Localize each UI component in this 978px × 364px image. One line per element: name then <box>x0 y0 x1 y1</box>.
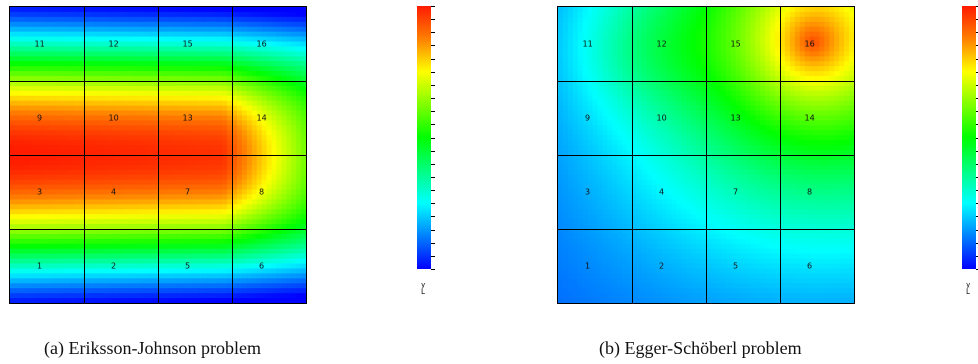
colorbar-tick <box>431 229 435 231</box>
field-a <box>10 7 306 303</box>
cell-label: 14 <box>804 113 815 123</box>
colorbar-tick <box>431 58 435 60</box>
cell-label: 12 <box>656 39 667 49</box>
cell-label: 3 <box>585 187 591 197</box>
colorbar-a <box>417 6 431 269</box>
colorbar-tick <box>976 19 978 21</box>
colorbar-tick <box>976 229 978 231</box>
colorbar-tick <box>431 6 435 7</box>
grid-line-horizontal <box>10 229 306 230</box>
cell-label: 13 <box>730 113 741 123</box>
colorbar-tick <box>976 98 978 100</box>
colorbar-tick <box>431 111 435 113</box>
colorbar-tick <box>976 45 978 47</box>
cell-label: 13 <box>182 113 193 123</box>
colorbar-tick <box>431 45 435 47</box>
cell-label: 15 <box>730 39 741 49</box>
cell-label: 4 <box>111 187 117 197</box>
colorbar-tick <box>976 203 978 205</box>
cell-label: 7 <box>185 187 191 197</box>
cell-label: 5 <box>185 261 191 271</box>
colorbar-tick <box>976 71 978 73</box>
colorbar-tick <box>431 176 435 178</box>
grid-line-vertical <box>780 7 781 303</box>
cell-label: 6 <box>259 261 265 271</box>
colorbar-tick <box>431 203 435 205</box>
colorbar-tick <box>976 269 978 270</box>
colorbar-tick <box>431 71 435 73</box>
colorbar-tick <box>976 150 978 152</box>
contour-plot-b: 11 12 15 16 9 10 13 14 3 4 7 8 1 2 5 6 <box>557 6 855 304</box>
colorbar-tick <box>976 242 978 244</box>
cell-label: 12 <box>108 39 119 49</box>
cell-label: 1 <box>37 261 43 271</box>
cell-label: 9 <box>585 113 591 123</box>
colorbar-tick <box>431 190 435 192</box>
field-b <box>558 7 854 303</box>
cell-label: 2 <box>659 261 665 271</box>
cell-label: 8 <box>807 187 813 197</box>
colorbar-tick <box>431 137 435 139</box>
colorbar-tick <box>976 6 978 7</box>
colorbar-tick <box>976 32 978 34</box>
colorbar-tick <box>976 190 978 192</box>
grid-line-horizontal <box>558 229 854 230</box>
cell-label: 2 <box>111 261 117 271</box>
colorbar-tick <box>431 32 435 34</box>
cell-label: 14 <box>256 113 267 123</box>
colorbar-tick <box>976 137 978 139</box>
cell-label: 8 <box>259 187 265 197</box>
colorbar-tick <box>976 84 978 86</box>
colorbar-tick <box>431 255 435 257</box>
contour-plot-a: 11 12 15 16 9 10 13 14 3 4 7 8 1 2 5 6 <box>9 6 307 304</box>
colorbar-ticks-a <box>431 6 439 270</box>
colorbar-tick <box>431 19 435 21</box>
grid-line-vertical <box>232 7 233 303</box>
colorbar-tick <box>431 242 435 244</box>
cell-label: 9 <box>37 113 43 123</box>
axis-glyph-a: y L <box>421 281 426 296</box>
colorbar-tick <box>976 111 978 113</box>
caption-a: (a) Eriksson-Johnson problem <box>44 338 261 358</box>
cell-label: 10 <box>656 113 667 123</box>
colorbar-tick <box>431 98 435 100</box>
colorbar-tick <box>976 163 978 165</box>
colorbar-tick <box>431 163 435 165</box>
cell-label: 7 <box>733 187 739 197</box>
colorbar-b <box>962 6 976 269</box>
cell-label: 16 <box>804 39 815 49</box>
cell-label: 15 <box>182 39 193 49</box>
colorbar-tick <box>431 150 435 152</box>
cell-label: 11 <box>582 39 593 49</box>
axis-glyph-b: y L <box>966 281 971 296</box>
colorbar-tick <box>976 255 978 257</box>
colorbar-tick <box>431 216 435 218</box>
colorbar-tick <box>431 269 435 270</box>
colorbar-tick <box>431 124 435 126</box>
cell-label: 16 <box>256 39 267 49</box>
colorbar-tick <box>976 176 978 178</box>
colorbar-tick <box>976 216 978 218</box>
cell-label: 4 <box>659 187 665 197</box>
caption-b: (b) Egger-Schöberl problem <box>599 338 802 358</box>
colorbar-tick <box>976 124 978 126</box>
grid-line-vertical <box>706 7 707 303</box>
cell-label: 10 <box>108 113 119 123</box>
cell-label: 11 <box>34 39 45 49</box>
cell-label: 6 <box>807 261 813 271</box>
cell-label: 5 <box>733 261 739 271</box>
cell-label: 1 <box>585 261 591 271</box>
cell-label: 3 <box>37 187 43 197</box>
colorbar-ticks-b <box>976 6 978 270</box>
colorbar-tick <box>976 58 978 60</box>
grid-line-vertical <box>158 7 159 303</box>
colorbar-tick <box>431 84 435 86</box>
